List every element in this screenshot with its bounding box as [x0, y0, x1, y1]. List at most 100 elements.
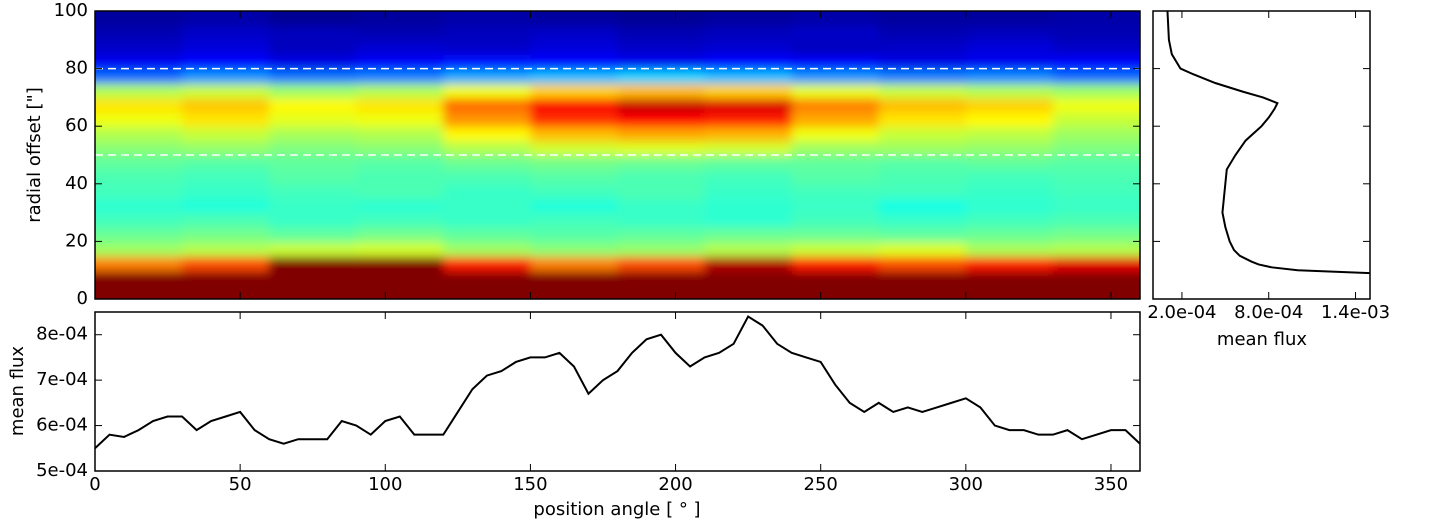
- heatmap-cell: [356, 97, 445, 113]
- heatmap-cell: [182, 227, 271, 243]
- heatmap-cell: [617, 155, 706, 171]
- heatmap-cell: [356, 169, 445, 185]
- heatmap-cell: [791, 198, 880, 214]
- heatmap-cell: [791, 126, 880, 142]
- heatmap-cell: [530, 227, 619, 243]
- heatmap-cell: [704, 83, 793, 99]
- heatmap-cell: [182, 97, 271, 113]
- heatmap-cell: [443, 155, 532, 171]
- heatmap-cell: [704, 169, 793, 185]
- heatmap-cell: [443, 198, 532, 214]
- heatmap-cell: [791, 83, 880, 99]
- heatmap-cell: [878, 255, 967, 272]
- heatmap-cell: [530, 169, 619, 185]
- heatmap-cell: [95, 39, 184, 56]
- x-tick-label: 150: [513, 474, 547, 495]
- heatmap-cell: [878, 183, 967, 200]
- heatmap-cell: [617, 255, 706, 272]
- heatmap-cell: [704, 25, 793, 41]
- heatmap-cell: [356, 155, 445, 171]
- heatmap-cell: [965, 140, 1054, 156]
- heatmap-cell: [530, 83, 619, 99]
- heatmap-cell: [443, 212, 532, 228]
- y-tick-label: 20: [65, 230, 88, 251]
- heatmap-cell: [617, 68, 706, 84]
- heatmap-cell: [617, 241, 706, 257]
- heatmap-cell: [704, 241, 793, 257]
- heatmap-cell: [356, 68, 445, 84]
- heatmap-cell: [443, 83, 532, 99]
- heatmap-cell: [356, 25, 445, 41]
- heatmap-cell: [791, 68, 880, 84]
- heatmap-cell: [1052, 97, 1140, 113]
- heatmap-cell: [95, 155, 184, 171]
- heatmap-cell: [878, 212, 967, 228]
- heatmap-cell: [791, 270, 880, 286]
- heatmap-cell: [1052, 54, 1140, 70]
- heatmap-cell: [269, 111, 358, 128]
- heatmap-cell: [269, 183, 358, 200]
- heatmap-cell: [791, 11, 880, 27]
- heatmap-cell: [269, 155, 358, 171]
- heatmap-cell: [182, 198, 271, 214]
- heatmap-cell: [182, 183, 271, 200]
- heatmap-cell: [269, 255, 358, 272]
- heatmap-cell: [95, 227, 184, 243]
- heatmap-cell: [356, 255, 445, 272]
- heatmap-cell: [1052, 25, 1140, 41]
- heatmap-cell: [1052, 198, 1140, 214]
- heatmap-cell: [1052, 169, 1140, 185]
- heatmap-cell: [791, 255, 880, 272]
- heatmap-cell: [530, 126, 619, 142]
- y-tick-label: 6e-04: [36, 415, 88, 436]
- heatmap-cell: [356, 11, 445, 27]
- heatmap-cell: [530, 140, 619, 156]
- heatmap-cell: [965, 198, 1054, 214]
- heatmap-cell: [878, 97, 967, 113]
- y-tick-label: 40: [65, 173, 88, 194]
- heatmap-cell: [965, 212, 1054, 228]
- heatmap-cell: [95, 198, 184, 214]
- heatmap-cell: [965, 270, 1054, 286]
- y-tick-label: 100: [54, 0, 88, 21]
- heatmap-cell: [704, 111, 793, 128]
- heatmap-cell: [965, 68, 1054, 84]
- heatmap-cell: [617, 270, 706, 286]
- heatmap-cell: [791, 183, 880, 200]
- heatmap-cell: [791, 54, 880, 70]
- heatmap-cell: [791, 25, 880, 41]
- heatmap-cell: [617, 183, 706, 200]
- heatmap-cell: [617, 11, 706, 27]
- heatmap-cell: [530, 68, 619, 84]
- heatmap-cell: [269, 241, 358, 257]
- heatmap-cell: [182, 68, 271, 84]
- y-axis-label: radial offset ["]: [24, 87, 45, 223]
- heatmap-cell: [182, 11, 271, 27]
- heatmap-cell: [1052, 183, 1140, 200]
- heatmap-cell: [95, 270, 184, 286]
- heatmap-cell: [530, 11, 619, 27]
- heatmap-cell: [965, 111, 1054, 128]
- y-tick-label: 7e-04: [36, 369, 88, 390]
- heatmap-cell: [95, 241, 184, 257]
- heatmap-cell: [617, 140, 706, 156]
- heatmap-cell: [704, 54, 793, 70]
- heatmap-cell: [95, 54, 184, 70]
- x-tick-label: 350: [1094, 474, 1128, 495]
- heatmap-cell: [704, 68, 793, 84]
- heatmap-cell: [356, 111, 445, 128]
- heatmap-cell: [791, 111, 880, 128]
- heatmap-cell: [878, 111, 967, 128]
- heatmap-cell: [443, 169, 532, 185]
- heatmap-cell: [1052, 126, 1140, 142]
- heatmap-cell: [791, 140, 880, 156]
- heatmap-cell: [95, 169, 184, 185]
- axes-frame: [1152, 10, 1371, 300]
- heatmap-cell: [1052, 140, 1140, 156]
- heatmap-cell: [443, 183, 532, 200]
- heatmap-cell: [269, 212, 358, 228]
- heatmap-cell: [704, 11, 793, 27]
- x-tick-label: 200: [658, 474, 692, 495]
- heatmap-cell: [95, 183, 184, 200]
